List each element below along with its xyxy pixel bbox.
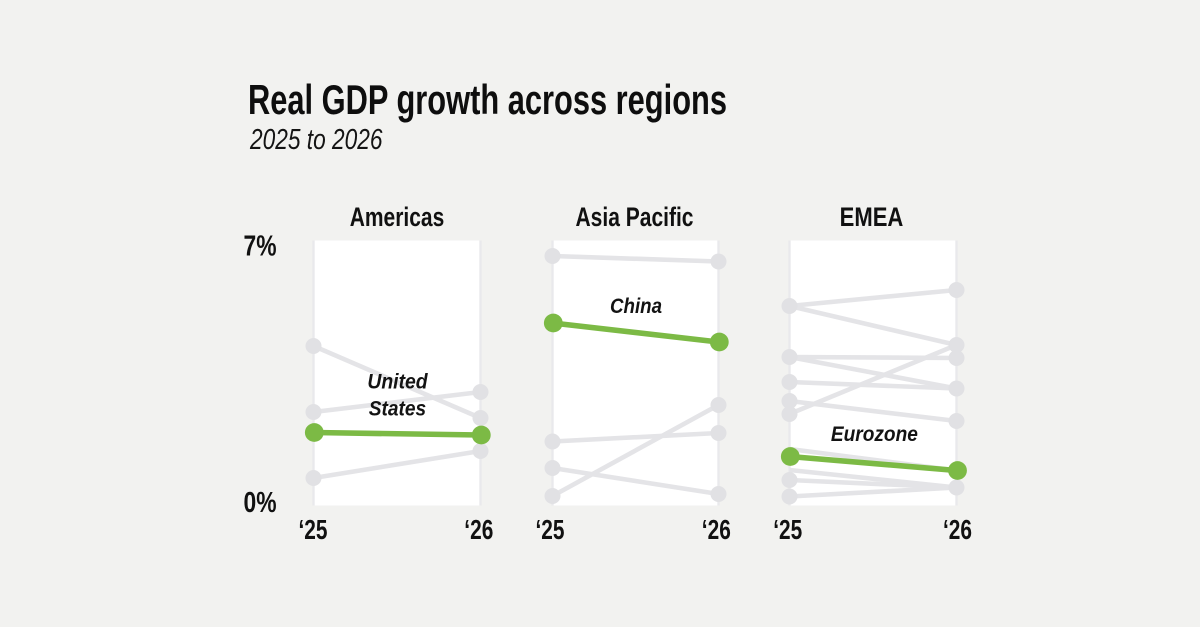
svg-text:States: States bbox=[369, 397, 426, 421]
svg-text:‘25: ‘25 bbox=[299, 514, 328, 545]
svg-text:‘26: ‘26 bbox=[702, 514, 731, 545]
svg-text:EMEA: EMEA bbox=[840, 202, 904, 232]
svg-text:Asia Pacific: Asia Pacific bbox=[576, 202, 694, 232]
svg-text:‘25: ‘25 bbox=[773, 514, 802, 545]
svg-text:‘26: ‘26 bbox=[464, 514, 493, 545]
svg-text:Eurozone: Eurozone bbox=[831, 422, 918, 446]
svg-text:7%: 7% bbox=[244, 231, 277, 263]
svg-text:‘25: ‘25 bbox=[536, 514, 565, 545]
svg-text:‘26: ‘26 bbox=[943, 514, 972, 545]
svg-text:China: China bbox=[610, 294, 662, 318]
svg-text:United: United bbox=[367, 370, 428, 394]
svg-text:0%: 0% bbox=[244, 487, 277, 519]
svg-text:Americas: Americas bbox=[350, 202, 445, 232]
svg-text:2025 to 2026: 2025 to 2026 bbox=[249, 124, 383, 156]
svg-text:Real GDP growth across regions: Real GDP growth across regions bbox=[248, 76, 727, 123]
